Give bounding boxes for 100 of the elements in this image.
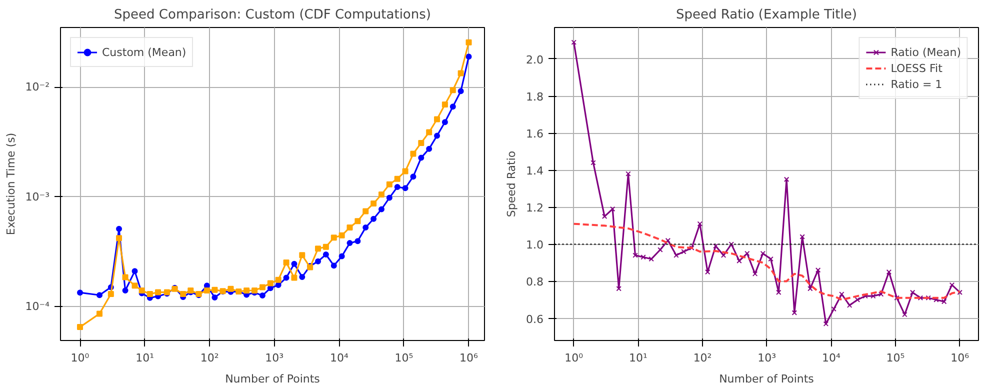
point [442, 102, 448, 108]
point [299, 252, 306, 258]
point [267, 280, 274, 286]
point [322, 252, 329, 258]
point [949, 282, 955, 288]
point [434, 132, 440, 139]
point [346, 224, 353, 231]
point [132, 282, 138, 289]
x-axis-title: Number of Points [719, 372, 814, 386]
x-tick-label: 10⁶ [460, 352, 479, 364]
point [315, 246, 322, 252]
point [697, 221, 703, 226]
point [918, 295, 924, 301]
point [442, 119, 448, 126]
point [275, 282, 282, 288]
point [275, 276, 282, 283]
y-tick-label: 0.6 [526, 312, 544, 326]
point [370, 200, 377, 206]
x-axis-title: Number of Points [225, 372, 320, 386]
point [426, 146, 432, 152]
point [410, 174, 416, 180]
point [370, 216, 377, 222]
point [648, 256, 654, 262]
point [450, 87, 456, 94]
legend-label: LOESS Fit [890, 60, 942, 76]
point [330, 234, 337, 241]
point [116, 226, 122, 232]
point [744, 250, 750, 256]
point [926, 295, 931, 301]
y-tick-label: 1.6 [526, 128, 544, 141]
point [426, 129, 432, 136]
point [434, 116, 440, 122]
point [299, 274, 306, 280]
point [602, 214, 608, 220]
point [808, 286, 813, 292]
legend-label: Ratio = 1 [890, 76, 942, 92]
point [259, 292, 266, 299]
point [760, 250, 766, 256]
legend-label: Ratio (Mean) [890, 44, 961, 60]
point [354, 238, 361, 244]
point [418, 154, 424, 161]
point [116, 235, 122, 242]
x-tick-label: 10¹ [628, 352, 648, 364]
point [674, 252, 679, 258]
point [934, 297, 939, 302]
point [362, 208, 369, 214]
point [362, 224, 369, 231]
point [259, 284, 266, 290]
point [665, 238, 671, 244]
x-tick-label: 10⁵ [394, 352, 414, 364]
point [291, 274, 298, 281]
point [776, 290, 782, 295]
x-tick-label: 10⁵ [886, 352, 905, 364]
point [386, 181, 392, 188]
point [910, 290, 916, 295]
x-tick-label: 10⁴ [822, 352, 841, 364]
point [870, 293, 876, 299]
point [204, 287, 210, 294]
point [831, 306, 836, 312]
point [704, 269, 710, 275]
point [138, 287, 145, 294]
point [658, 247, 663, 252]
y-tick-label: 1.4 [526, 164, 544, 178]
point [792, 310, 798, 316]
y-axis-title: Speed Ratio [505, 150, 518, 218]
point [146, 291, 153, 298]
point [815, 268, 821, 273]
point [894, 295, 900, 301]
point [941, 298, 947, 304]
y-tick-label: 10⁻⁴ [25, 300, 50, 314]
x-tick-label: 10¹ [136, 352, 154, 364]
point [640, 254, 646, 260]
point [458, 88, 464, 94]
point [450, 104, 456, 110]
point [228, 286, 234, 292]
point [610, 206, 616, 212]
point [466, 54, 472, 60]
point [244, 287, 250, 294]
point [632, 252, 638, 258]
point [626, 171, 631, 176]
point [252, 287, 258, 294]
point [330, 262, 337, 269]
x-tick-label: 10⁰ [70, 352, 90, 364]
point [784, 176, 790, 182]
x-tick-label: 10⁰ [564, 352, 584, 364]
point [402, 168, 408, 174]
point [338, 253, 345, 260]
point [458, 70, 464, 76]
y-tick-label: 0.8 [526, 276, 544, 289]
point [283, 274, 290, 281]
x-tick-label: 10² [200, 352, 219, 364]
point [346, 240, 353, 246]
point [338, 232, 345, 238]
point [800, 234, 805, 240]
point [386, 194, 392, 201]
chart-title: Speed Comparison: Custom (CDF Computations) [114, 8, 431, 22]
point [291, 260, 298, 267]
x-tick-label: 10⁶ [950, 352, 970, 364]
x-tick-label: 10³ [265, 352, 284, 364]
point [155, 289, 162, 296]
